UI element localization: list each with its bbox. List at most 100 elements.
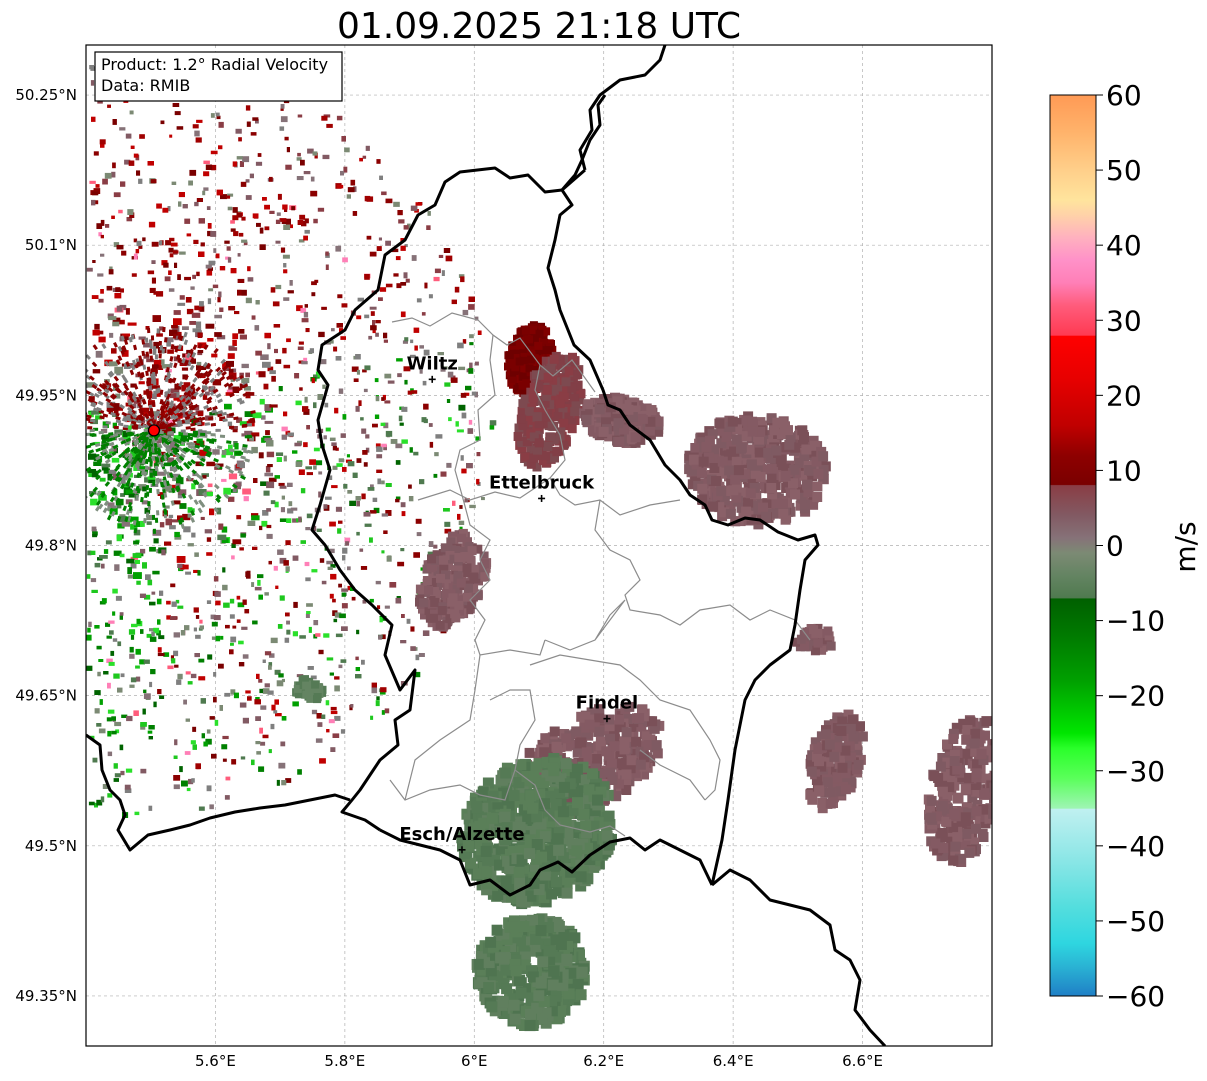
clutter-bin (245, 105, 251, 111)
clutter-bin (187, 418, 196, 423)
echo-bin (582, 793, 594, 804)
clutter-bin (120, 288, 124, 293)
clutter-bin (158, 340, 162, 347)
clutter-bin (231, 555, 235, 560)
echo-bin (534, 788, 546, 800)
clutter-bin (404, 244, 408, 248)
clutter-bin (138, 393, 143, 400)
echo-bin (517, 845, 529, 856)
clutter-bin (105, 397, 112, 403)
clutter-bin (101, 451, 107, 457)
clutter-bin (153, 470, 158, 477)
clutter-bin (114, 387, 121, 393)
clutter-bin (120, 346, 126, 353)
clutter-bin (143, 443, 149, 450)
clutter-bin (133, 529, 141, 536)
clutter-bin (110, 650, 115, 656)
clutter-bin (95, 406, 102, 412)
echo-bin (589, 841, 601, 853)
echo-bin (480, 572, 490, 582)
clutter-bin (163, 262, 169, 268)
clutter-bin (281, 678, 285, 683)
echo-bin (598, 426, 609, 437)
clutter-bin (275, 713, 282, 717)
clutter-bin (148, 438, 153, 445)
clutter-bin (471, 391, 477, 396)
clutter-bin (295, 461, 302, 467)
echo-bin (812, 481, 823, 492)
clutter-bin (158, 353, 162, 359)
clutter-bin (255, 716, 261, 721)
clutter-bin (168, 288, 175, 292)
clutter-bin (87, 627, 91, 633)
clutter-bin (168, 457, 175, 462)
clutter-bin (346, 454, 350, 458)
clutter-bin (203, 370, 209, 377)
clutter-bin (138, 457, 144, 464)
echo-bin (527, 398, 537, 408)
echo-bin (564, 796, 575, 807)
clutter-bin (115, 498, 124, 506)
clutter-bin (367, 487, 375, 491)
clutter-bin (213, 348, 219, 354)
clutter-bin (96, 645, 102, 650)
echo-bin (540, 338, 548, 347)
echo-bin (696, 467, 707, 478)
echo-bin (608, 411, 618, 422)
echo-bin (441, 570, 450, 580)
echo-bin (583, 399, 594, 410)
clutter-bin (244, 386, 251, 391)
clutter-bin (136, 240, 142, 247)
clutter-bin (174, 262, 178, 268)
clutter-bin (181, 357, 186, 364)
echo-bin (636, 721, 647, 732)
echo-bin (552, 384, 562, 394)
clutter-bin (101, 598, 107, 604)
echo-bin (575, 395, 585, 405)
clutter-bin (252, 117, 259, 121)
clutter-bin (284, 207, 288, 212)
clutter-bin (318, 649, 324, 655)
clutter-bin (228, 368, 234, 376)
echo-bin (550, 799, 562, 810)
echo-bin (564, 778, 576, 790)
clutter-bin (86, 444, 92, 449)
clutter-bin (259, 525, 263, 531)
clutter-bin (188, 778, 194, 785)
clutter-bin (236, 156, 243, 160)
clutter-bin (101, 439, 107, 444)
clutter-bin (269, 404, 278, 408)
clutter-bin (95, 474, 101, 481)
clutter-bin (98, 336, 106, 343)
echo-bin (746, 459, 757, 470)
clutter-bin (167, 410, 174, 416)
clutter-bin (165, 445, 174, 450)
clutter-bin (182, 326, 189, 330)
clutter-bin (141, 500, 149, 505)
echo-bin (508, 790, 520, 802)
clutter-bin (214, 719, 219, 726)
clutter-bin (102, 391, 109, 397)
clutter-bin (330, 747, 336, 752)
clutter-bin (217, 297, 221, 303)
clutter-bin (91, 470, 99, 478)
clutter-bin (198, 372, 204, 379)
clutter-bin (238, 662, 245, 667)
echo-bin (427, 578, 437, 587)
echo-bin (731, 492, 742, 503)
clutter-bin (203, 379, 210, 386)
clutter-bin (335, 633, 343, 638)
echo-bin (481, 884, 493, 896)
clutter-bin (212, 379, 222, 386)
echo-bin (511, 363, 520, 372)
clutter-bin (321, 580, 327, 585)
clutter-bin (337, 528, 342, 534)
clutter-bin (166, 373, 171, 379)
clutter-bin (177, 446, 184, 452)
clutter-bin (170, 388, 180, 394)
clutter-bin (321, 306, 327, 310)
echo-bin (607, 775, 618, 785)
clutter-bin (106, 658, 113, 663)
clutter-bin (114, 382, 120, 389)
clutter-bin (138, 245, 143, 249)
